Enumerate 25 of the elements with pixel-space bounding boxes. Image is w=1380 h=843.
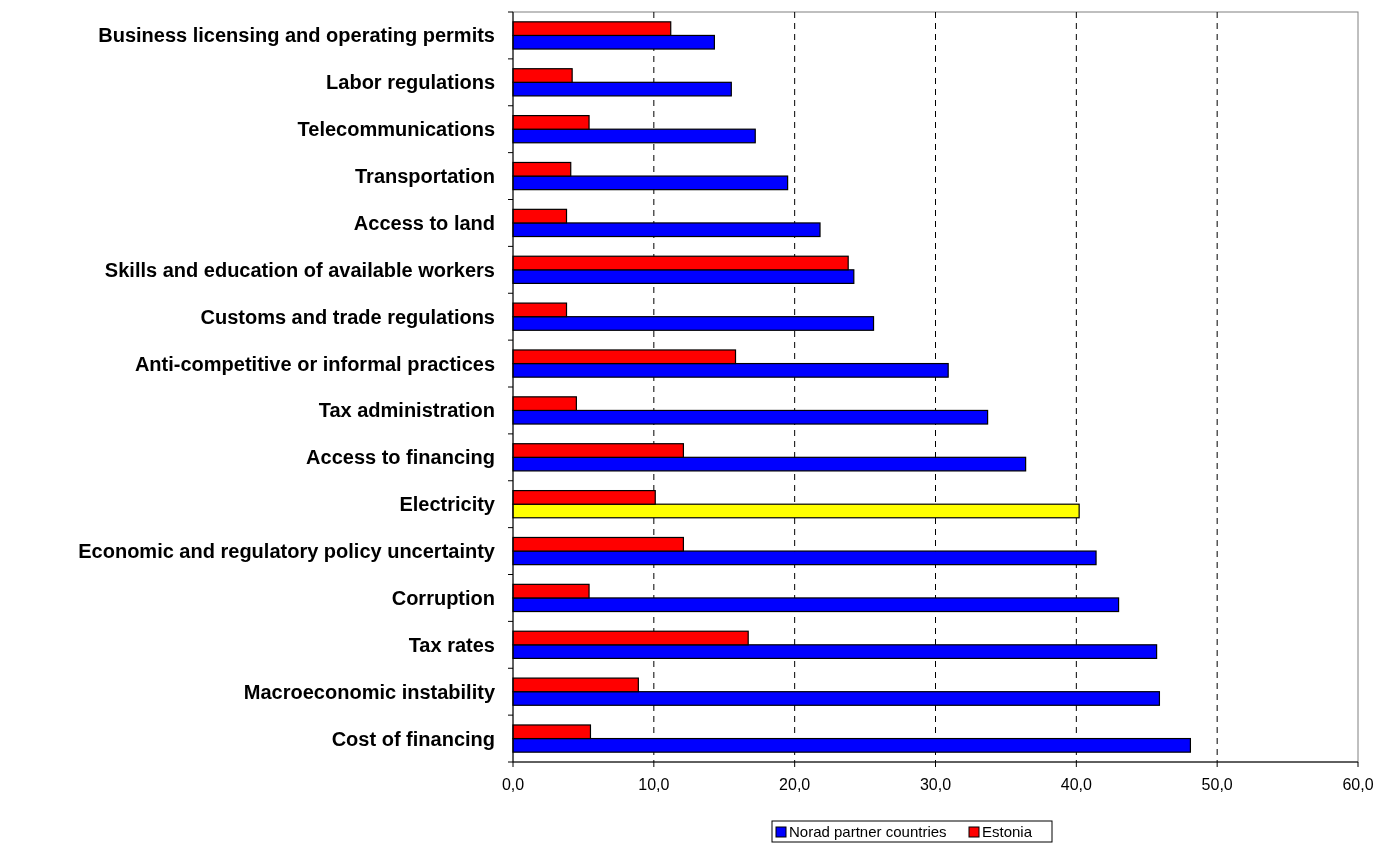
y-tick-label: Anti-competitive or informal practices [134, 352, 495, 375]
x-tick-label: 50,0 [1201, 776, 1233, 793]
x-tick-label: 10,0 [638, 776, 670, 793]
y-tick-label: Access to land [353, 211, 495, 234]
y-tick-label: Transportation [354, 165, 495, 188]
y-tick-label: Electricity [399, 493, 496, 516]
y-tick-label: Access to financing [306, 446, 495, 469]
y-tick-label: Macroeconomic instability [243, 680, 496, 703]
y-tick-label: Business licensing and operating permits [98, 24, 495, 47]
x-tick-label: 30,0 [919, 776, 952, 793]
x-tick-label: 0,0 [501, 776, 525, 793]
y-tick-label: Cost of financing [331, 727, 495, 750]
y-tick-label: Customs and trade regulations [200, 305, 495, 328]
legend-label: Norad partner countries [789, 823, 947, 840]
y-tick-label: Telecommunications [297, 118, 495, 141]
x-tick-label: 40,0 [1060, 776, 1093, 793]
y-tick-label: Tax rates [408, 633, 495, 656]
y-tick-label: Tax administration [318, 399, 495, 422]
y-tick-label: Economic and regulatory policy uncertainty [78, 540, 496, 563]
x-tick-label: 60,0 [1342, 776, 1374, 793]
legend-label: Estonia [982, 823, 1033, 840]
y-tick-label: Skills and education of available workers [104, 258, 495, 281]
x-tick-label: 20,0 [779, 776, 811, 793]
y-tick-label: Labor regulations [326, 71, 495, 94]
y-tick-label: Corruption [391, 586, 495, 609]
